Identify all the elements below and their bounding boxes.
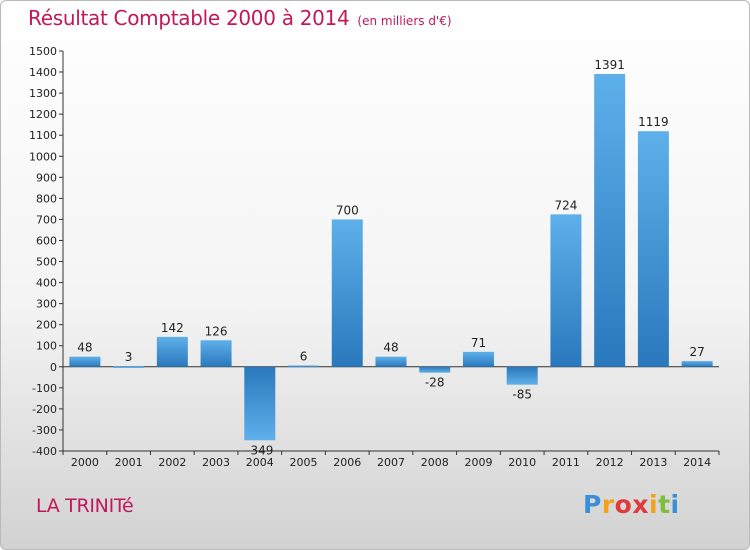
bar — [419, 366, 451, 373]
bar — [113, 366, 145, 368]
y-tick-label: 600 — [36, 234, 57, 247]
bar — [506, 366, 538, 385]
logo-letter: x — [632, 490, 649, 519]
commune-name: LA TRINITé — [36, 495, 134, 517]
data-label: 3 — [125, 350, 133, 364]
y-tick-label: 800 — [36, 192, 57, 205]
logo-letter: P — [583, 490, 602, 519]
x-tick-label: 2004 — [246, 456, 274, 469]
x-tick-label: 2010 — [508, 456, 536, 469]
bar — [375, 356, 407, 367]
bar — [288, 365, 320, 368]
x-tick-label: 2000 — [71, 456, 99, 469]
logo-letter: i — [670, 490, 680, 519]
chart-subtitle: (en milliers d'€) — [357, 14, 452, 28]
data-label: 27 — [689, 345, 704, 359]
x-tick-label: 2003 — [202, 456, 230, 469]
bar — [156, 336, 188, 367]
y-tick-label: -300 — [32, 424, 57, 437]
x-tick-label: 2011 — [552, 456, 580, 469]
x-tick-label: 2005 — [290, 456, 318, 469]
y-tick-label: 1400 — [29, 66, 57, 79]
data-label: 48 — [383, 341, 398, 355]
logo-letter: o — [614, 490, 633, 519]
data-label: 6 — [300, 350, 308, 364]
bar — [331, 219, 363, 367]
data-labels: 48 3 142 126 -349 6 700 48 -28 71 -85 724 1391 1119 27 — [77, 58, 705, 457]
y-tick-label: 1100 — [29, 129, 57, 142]
y-tick-label: 700 — [36, 213, 57, 226]
y-tick-label: 900 — [36, 171, 57, 184]
data-label: -349 — [246, 443, 273, 457]
bar — [637, 131, 669, 367]
data-label: 142 — [161, 321, 184, 335]
logo-letter: i — [649, 490, 659, 519]
bar — [200, 340, 232, 367]
data-label: -28 — [425, 376, 445, 390]
y-tick-label: 200 — [36, 319, 57, 332]
x-tick-label: 2002 — [158, 456, 186, 469]
y-tick-label: 500 — [36, 256, 57, 269]
y-tick-label: 300 — [36, 298, 57, 311]
data-label: 1391 — [594, 58, 625, 72]
proxiti-logo[interactable]: Proxiti — [583, 490, 680, 519]
x-tick-label: 2013 — [639, 456, 667, 469]
y-tick-label: 1300 — [29, 87, 57, 100]
y-tick-label: 1200 — [29, 108, 57, 121]
logo-letter: r — [601, 490, 615, 519]
y-tick-label: 1000 — [29, 150, 57, 163]
bar — [550, 214, 582, 367]
x-tick-label: 2007 — [377, 456, 405, 469]
logo-letter: t — [658, 490, 671, 519]
axes: -400 -300 -200 -100 0 100 200 300 400 500 600 700 80… — [29, 45, 720, 469]
bar — [244, 366, 276, 441]
data-label: 1119 — [638, 115, 669, 129]
data-label: 126 — [205, 324, 228, 338]
y-tick-label: -400 — [32, 445, 57, 458]
title-block: Résultat Comptable 2000 à 2014 (en millie… — [28, 6, 452, 30]
bars — [69, 73, 713, 441]
data-label: 700 — [336, 203, 359, 217]
bar — [681, 361, 713, 367]
y-tick-label: -200 — [32, 403, 57, 416]
y-tick-label: 1500 — [29, 45, 57, 58]
x-tick-label: 2006 — [333, 456, 361, 469]
bar — [462, 351, 494, 367]
y-tick-label: 0 — [50, 361, 57, 374]
data-label: 48 — [77, 341, 92, 355]
chart-title: Résultat Comptable 2000 à 2014 — [28, 6, 350, 30]
x-tick-label: 2014 — [683, 456, 711, 469]
x-tick-label: 2008 — [421, 456, 449, 469]
x-tick-label: 2012 — [596, 456, 624, 469]
data-label: 71 — [471, 336, 486, 350]
bar — [594, 73, 626, 367]
x-tick-label: 2001 — [115, 456, 143, 469]
data-label: -85 — [512, 388, 532, 402]
y-tick-label: 400 — [36, 277, 57, 290]
y-tick-label: 100 — [36, 340, 57, 353]
x-tick-label: 2009 — [464, 456, 492, 469]
bar — [69, 356, 101, 367]
data-label: 724 — [554, 198, 577, 212]
y-tick-label: -100 — [32, 382, 57, 395]
